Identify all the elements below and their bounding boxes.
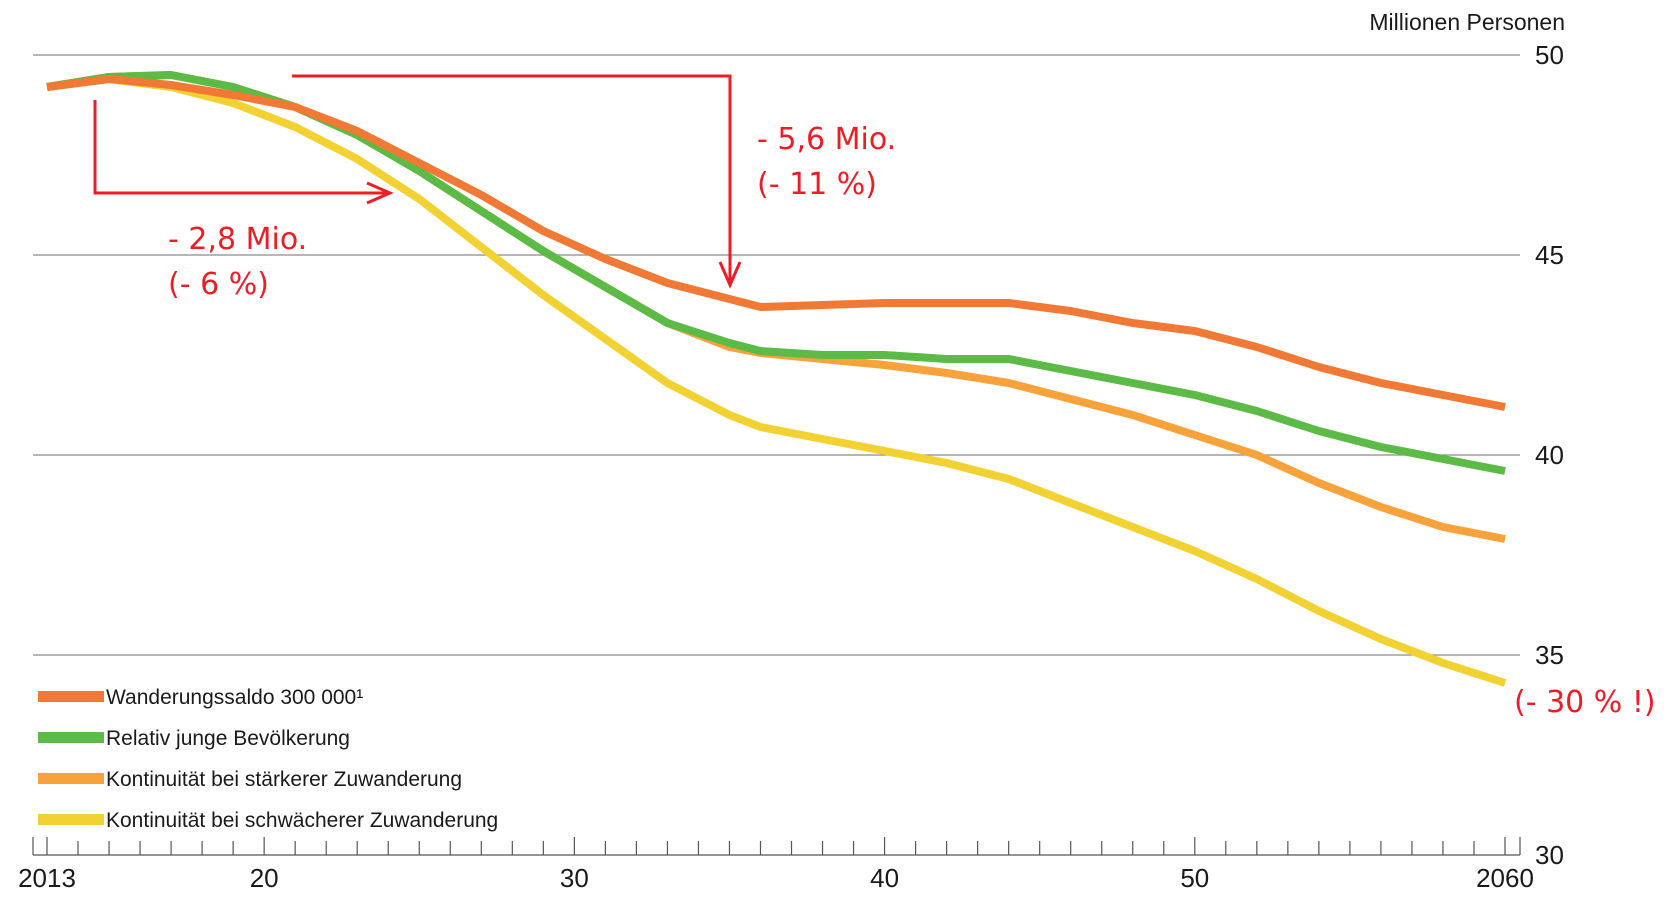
annotation-2-line1: - 5,6 Mio. <box>757 122 896 157</box>
legend-label-0: Wanderungssaldo 300 000¹ <box>106 686 363 709</box>
annotation-3: (- 30 % !) <box>1514 685 1656 720</box>
legend-label-1: Relativ junge Bevölkerung <box>106 727 350 750</box>
x-tick-label: 20 <box>250 863 279 893</box>
annotation-1-line1: - 2,8 Mio. <box>168 222 307 257</box>
legend: Wanderungssaldo 300 000¹ Relativ junge Be… <box>38 686 498 832</box>
grid-lines <box>33 54 1520 656</box>
x-tick-label: 50 <box>1180 863 1209 893</box>
series-line-3 <box>46 75 1507 687</box>
series-lines <box>46 71 1507 687</box>
legend-label-3: Kontinuität bei schwächerer Zuwanderung <box>106 809 498 832</box>
y-axis: 30 35 40 45 50 <box>1535 40 1564 870</box>
x-tick-label: 2013 <box>18 863 76 893</box>
x-axis: 2013 20 30 40 50 2060 <box>18 837 1534 893</box>
annotation-1-line2: (- 6 %) <box>168 267 269 302</box>
legend-swatch-1 <box>38 732 104 743</box>
y-tick-label: 45 <box>1535 240 1564 270</box>
annotation-arrowhead-1 <box>366 181 394 205</box>
y-tick-label: 35 <box>1535 640 1564 670</box>
y-tick-label: 30 <box>1535 840 1564 870</box>
y-tick-label: 50 <box>1535 40 1564 70</box>
series-line-0 <box>46 75 1506 411</box>
legend-swatch-0 <box>38 691 104 702</box>
annotation-arrow-2 <box>292 74 732 283</box>
annotation-arrowhead-2 <box>718 261 742 289</box>
y-tick-label: 40 <box>1535 440 1564 470</box>
x-tick-label: 40 <box>870 863 899 893</box>
legend-label-2: Kontinuität bei stärkerer Zuwanderung <box>106 768 462 791</box>
legend-swatch-2 <box>38 773 104 784</box>
legend-swatch-3 <box>38 814 104 825</box>
annotation-arrow-1 <box>93 100 390 195</box>
x-tick-label: 30 <box>560 863 589 893</box>
annotation-2-line2: (- 11 %) <box>757 167 877 202</box>
annotations: - 2,8 Mio. (- 6 %) - 5,6 Mio. (- 11 %) (… <box>93 74 1656 720</box>
x-tick-label: 2060 <box>1476 863 1534 893</box>
unit-label: Millionen Personen <box>1369 9 1565 35</box>
